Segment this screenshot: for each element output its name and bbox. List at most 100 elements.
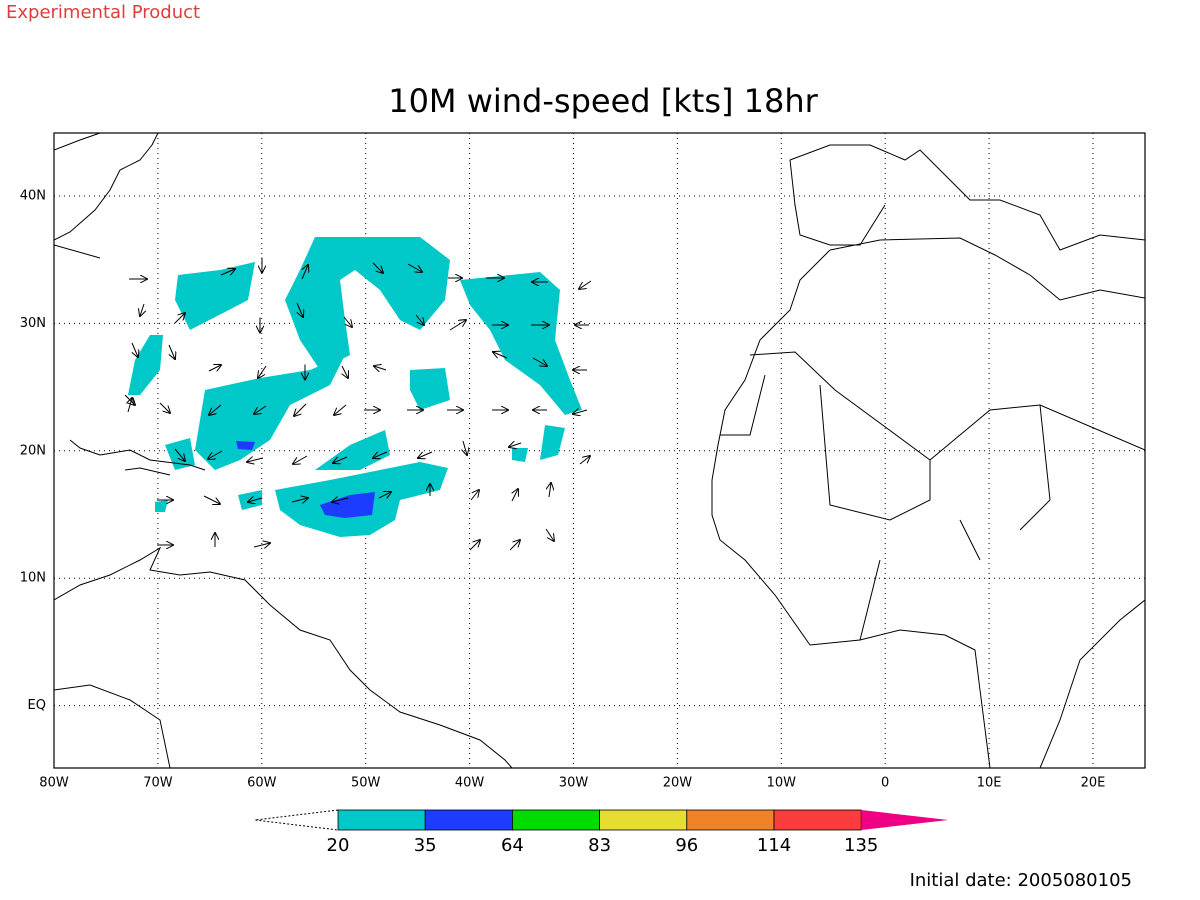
wind-vector bbox=[573, 410, 588, 414]
colorbar-label: 20 bbox=[327, 835, 350, 856]
colorbar-label: 96 bbox=[675, 835, 698, 856]
wind-vector bbox=[208, 450, 223, 459]
colorbar: 20 35 64 83 96 114 135 bbox=[254, 809, 949, 856]
wind-vector bbox=[407, 263, 422, 272]
colorbar-label: 114 bbox=[757, 835, 791, 856]
colorbar-box bbox=[337, 809, 426, 831]
lon-label: 70W bbox=[143, 776, 173, 791]
lat-label: 20N bbox=[20, 443, 46, 458]
wind-vector bbox=[248, 498, 263, 502]
colorbar-box bbox=[686, 809, 775, 831]
lat-label: EQ bbox=[28, 698, 46, 713]
wind-vector bbox=[258, 365, 267, 378]
lon-label: 50W bbox=[351, 776, 381, 791]
coastline bbox=[69, 439, 206, 476]
colorbar-label: 135 bbox=[844, 835, 878, 856]
lon-label: 10E bbox=[977, 776, 1002, 791]
wind-vector bbox=[293, 455, 308, 464]
wind-vector bbox=[509, 443, 522, 447]
lat-label: 40N bbox=[20, 189, 46, 204]
wind-vector bbox=[159, 402, 170, 413]
map-frame bbox=[53, 132, 1146, 769]
map-title: 10M wind-speed [kts] 18hr bbox=[388, 82, 818, 120]
wind-vector bbox=[332, 498, 349, 502]
colorbar-box bbox=[424, 809, 513, 831]
experimental-note: Experimental Product bbox=[6, 2, 200, 23]
wind-vector bbox=[174, 448, 185, 461]
wind-vector bbox=[373, 451, 388, 458]
wind-vector bbox=[334, 404, 347, 415]
colorbar-lower-triangle bbox=[254, 809, 339, 831]
wind-vector bbox=[247, 458, 264, 462]
wind-vector bbox=[579, 456, 590, 465]
coastline bbox=[711, 249, 991, 768]
wind-vector bbox=[509, 540, 520, 551]
wind-vector bbox=[208, 365, 221, 371]
wind-vectors bbox=[124, 257, 592, 551]
wind-vector bbox=[294, 403, 307, 416]
wind-area bbox=[195, 355, 345, 470]
wind-area bbox=[512, 448, 528, 462]
colorbar-box bbox=[773, 809, 862, 831]
wind-vector bbox=[449, 320, 466, 331]
wind-vector bbox=[131, 342, 138, 357]
wind-vector bbox=[463, 440, 467, 455]
wind-area-strong bbox=[236, 441, 255, 450]
lon-label: 0 bbox=[881, 776, 889, 791]
wind-vector bbox=[549, 483, 551, 498]
wind-vector bbox=[470, 490, 479, 501]
wind-vector bbox=[512, 489, 518, 502]
coastline bbox=[54, 546, 513, 768]
wind-vector bbox=[296, 302, 303, 317]
wind-area-strong bbox=[320, 492, 375, 518]
colorbar-upper-triangle bbox=[861, 810, 949, 830]
coastlines bbox=[54, 133, 1145, 768]
wind-vector bbox=[579, 280, 592, 289]
coastline bbox=[789, 144, 1145, 251]
lon-label: 60W bbox=[247, 776, 277, 791]
coastline bbox=[54, 684, 171, 768]
wind-vector bbox=[174, 313, 185, 324]
wind-vector bbox=[209, 404, 222, 415]
wind-vector bbox=[374, 366, 387, 370]
lat-label: 30N bbox=[20, 316, 46, 331]
wind-area bbox=[540, 425, 565, 460]
coastline bbox=[54, 133, 159, 241]
colorbar-box bbox=[599, 809, 688, 831]
wind-vector bbox=[203, 495, 220, 504]
wind-vector bbox=[343, 316, 352, 327]
wind-vector bbox=[342, 365, 348, 378]
colorbar-label: 83 bbox=[588, 835, 611, 856]
wind-area bbox=[285, 237, 450, 370]
wind-vector bbox=[220, 269, 235, 276]
wind-vector bbox=[291, 498, 308, 502]
lon-label: 40W bbox=[455, 776, 485, 791]
wind-vector bbox=[469, 540, 480, 551]
wind-area bbox=[175, 262, 255, 330]
wind-area bbox=[315, 430, 390, 470]
lat-label: 10N bbox=[20, 571, 46, 586]
coastline bbox=[829, 237, 1145, 301]
wind-vector bbox=[253, 543, 270, 547]
wind-vector bbox=[378, 492, 391, 498]
lon-label: 20E bbox=[1081, 776, 1106, 791]
colorbar-box bbox=[512, 809, 601, 831]
coastline bbox=[789, 159, 886, 246]
wind-area bbox=[410, 368, 450, 410]
lon-label: 10W bbox=[767, 776, 797, 791]
border bbox=[720, 351, 1145, 641]
coastline bbox=[54, 244, 101, 259]
wind-vector bbox=[168, 344, 175, 359]
coastline bbox=[1039, 599, 1145, 768]
wind-area bbox=[128, 335, 163, 395]
wind-vector bbox=[532, 357, 547, 366]
wind-area bbox=[155, 500, 168, 512]
wind-vector bbox=[418, 451, 433, 458]
wind-area bbox=[460, 272, 582, 415]
wind-vector bbox=[254, 405, 267, 414]
colorbar-label: 35 bbox=[414, 835, 437, 856]
wind-area bbox=[238, 490, 262, 510]
wind-vector bbox=[124, 394, 135, 405]
wind-vector bbox=[140, 303, 144, 316]
